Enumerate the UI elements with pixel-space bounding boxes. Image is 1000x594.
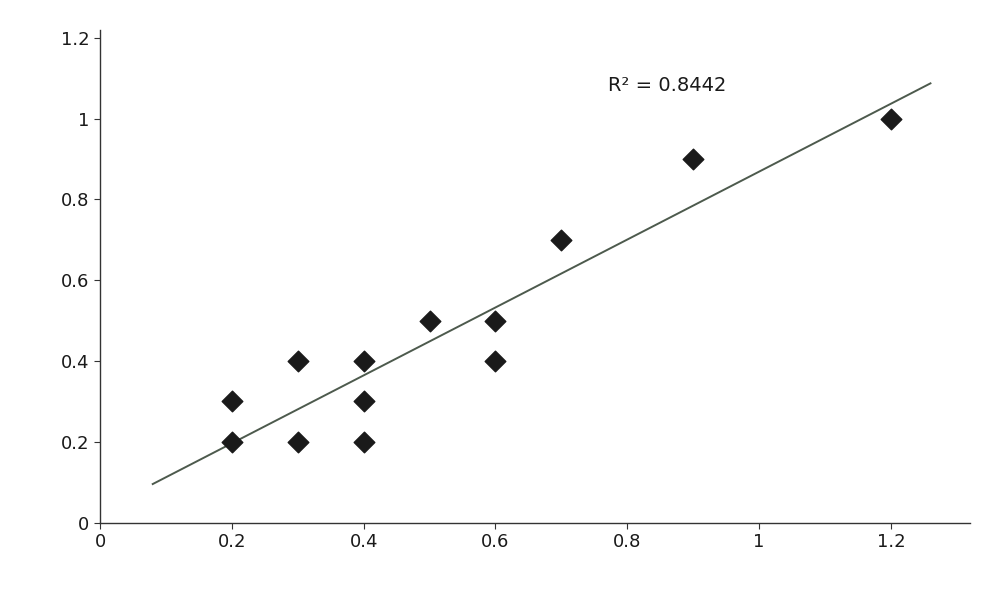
Point: [685, 154, 701, 164]
Point: [883, 114, 899, 124]
Text: R² = 0.8442: R² = 0.8442: [608, 76, 726, 95]
Point: [356, 437, 372, 447]
Point: [422, 316, 438, 326]
Point: [224, 437, 240, 447]
Point: [356, 356, 372, 366]
Point: [290, 437, 306, 447]
Point: [224, 397, 240, 406]
Point: [487, 316, 503, 326]
Point: [487, 356, 503, 366]
Point: [553, 235, 569, 245]
Point: [290, 356, 306, 366]
Point: [356, 397, 372, 406]
